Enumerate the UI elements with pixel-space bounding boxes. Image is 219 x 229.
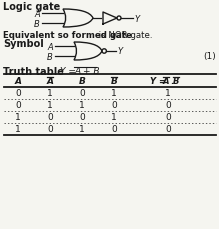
Text: A: A — [163, 77, 170, 86]
Text: A: A — [34, 9, 40, 18]
Text: B: B — [173, 77, 179, 86]
Text: Y: Y — [134, 14, 139, 23]
Text: 0: 0 — [47, 125, 53, 134]
Text: 0: 0 — [165, 101, 171, 110]
Text: 0: 0 — [111, 125, 117, 134]
Text: B: B — [34, 19, 40, 28]
Text: A: A — [14, 77, 21, 86]
Text: Equivalent so formed gate: Equivalent so formed gate — [3, 31, 132, 40]
Text: 1: 1 — [111, 89, 117, 98]
Text: Symbol: Symbol — [3, 39, 44, 49]
Text: Y: Y — [117, 47, 122, 56]
Text: 0: 0 — [79, 89, 85, 98]
Text: 1: 1 — [47, 89, 53, 98]
Text: 0: 0 — [15, 101, 21, 110]
Text: Logic gate: Logic gate — [3, 2, 60, 12]
Text: Y =: Y = — [60, 67, 79, 76]
Text: A: A — [47, 42, 53, 51]
Text: 1: 1 — [79, 101, 85, 110]
Text: 1: 1 — [111, 113, 117, 122]
Text: B: B — [47, 52, 53, 61]
Text: B: B — [111, 77, 117, 86]
Text: 1: 1 — [47, 101, 53, 110]
Text: A: A — [46, 77, 53, 86]
Text: A + B: A + B — [74, 67, 99, 76]
Text: .: . — [170, 77, 173, 86]
Text: 1: 1 — [165, 89, 171, 98]
Text: 0: 0 — [111, 101, 117, 110]
Text: 0: 0 — [15, 89, 21, 98]
Text: 0: 0 — [165, 125, 171, 134]
Text: 1: 1 — [15, 125, 21, 134]
Text: B: B — [79, 77, 85, 86]
Text: Truth table: Truth table — [3, 67, 64, 77]
Text: is NOR gate.: is NOR gate. — [96, 31, 152, 40]
Text: 0: 0 — [165, 113, 171, 122]
Text: 1: 1 — [79, 125, 85, 134]
Text: (1): (1) — [203, 51, 216, 60]
Text: 0: 0 — [47, 113, 53, 122]
Text: 0: 0 — [79, 113, 85, 122]
Text: Y =: Y = — [150, 77, 169, 86]
Text: 1: 1 — [15, 113, 21, 122]
